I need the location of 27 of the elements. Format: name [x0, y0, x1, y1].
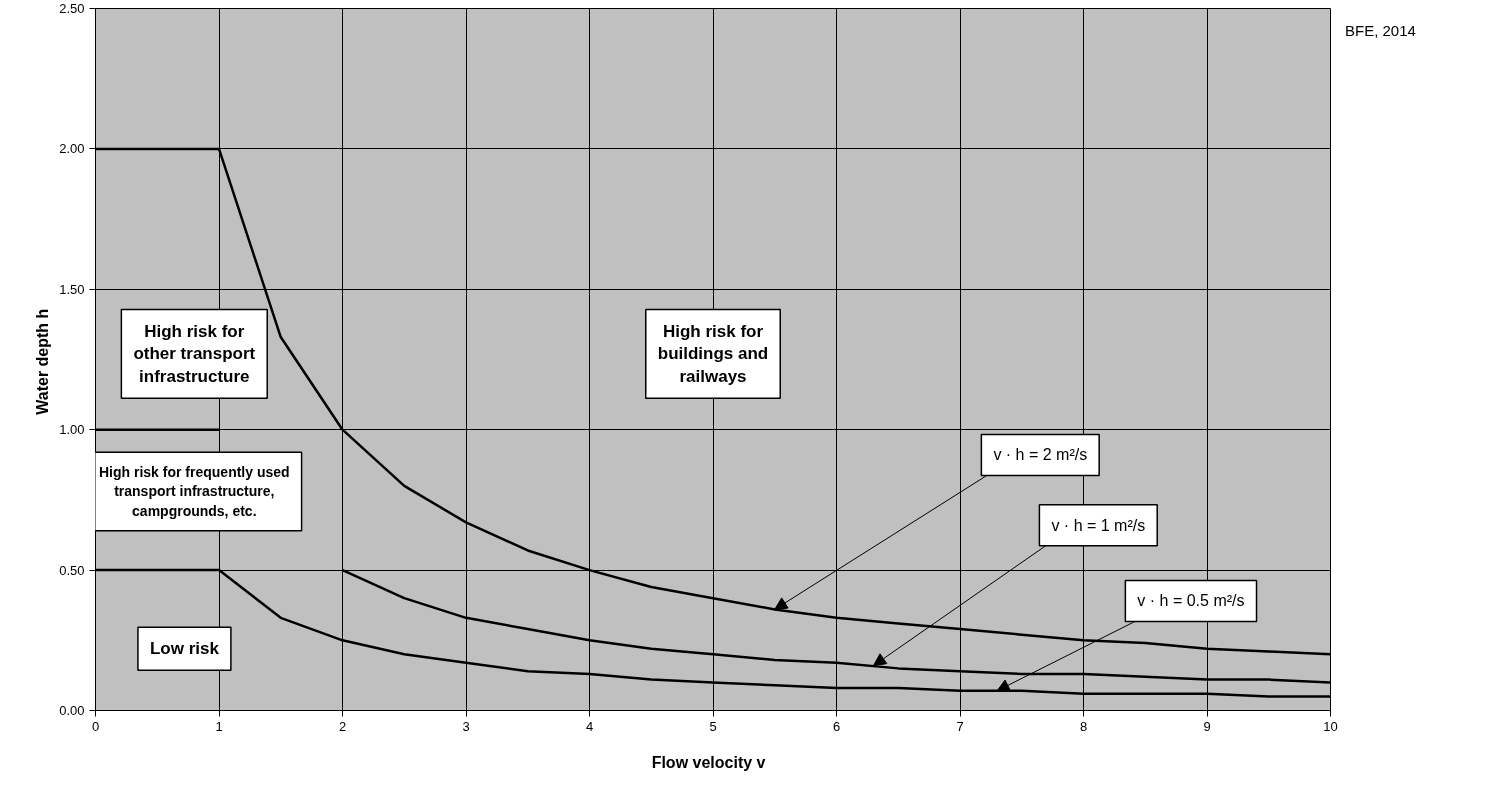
y-tick-label: 2.50	[59, 1, 85, 16]
annotation: v · h = 0.5 m²/s	[1137, 592, 1245, 610]
y-tick-label: 0.00	[59, 703, 85, 718]
x-tick-label: 10	[1323, 718, 1338, 734]
x-tick-label: 7	[956, 718, 964, 734]
y-tick-label: 1.50	[59, 281, 85, 297]
annotation: High risk for other transport infrastructure	[133, 321, 256, 387]
y-tick-label: 2.00	[59, 141, 85, 157]
annotation: v · h = 1 m²/s	[1051, 516, 1146, 534]
text: BFE, 2014	[1345, 21, 1416, 41]
annotation: High risk for buildings and railways	[657, 321, 769, 387]
x-axis-title: Flow velocity v	[651, 753, 766, 771]
annotation: High risk for frequently used transport infrastructure, campgrounds, etc.	[99, 464, 290, 519]
x-tick-label: 8	[1079, 718, 1088, 734]
annotation: Low risk	[149, 639, 220, 659]
y-tick-label: 1.00	[59, 422, 85, 438]
x-tick-label: 3	[462, 718, 470, 734]
x-tick-label: 6	[832, 718, 841, 734]
x-tick-label: 9	[1203, 718, 1211, 734]
x-tick-label: 5	[709, 718, 717, 734]
y-axis-title: Water depth h	[34, 308, 52, 415]
x-tick-label: 4	[585, 718, 594, 734]
x-tick-label: 1	[215, 718, 223, 734]
x-tick-label: 0	[91, 718, 100, 734]
y-tick-label: 0.50	[59, 562, 85, 578]
annotation: v · h = 2 m²/s	[993, 446, 1088, 464]
x-tick-label: 2	[338, 718, 347, 734]
